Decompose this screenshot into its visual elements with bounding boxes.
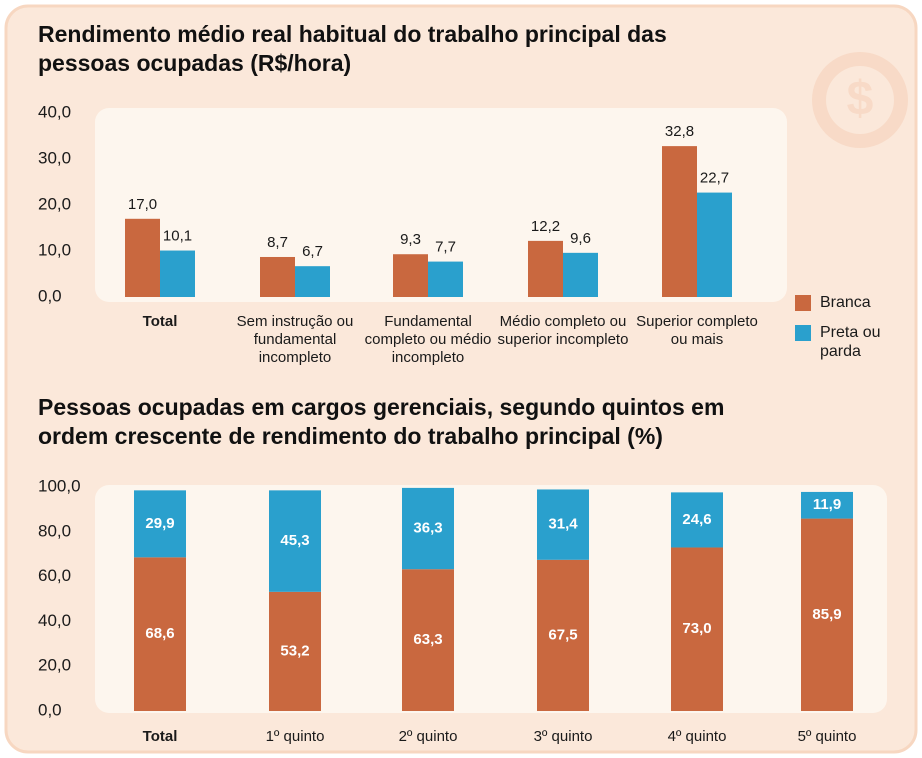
svg-text:$: $ bbox=[847, 73, 874, 126]
data-label: 32,8 bbox=[665, 123, 694, 140]
x-tick-label: 5º quinto bbox=[797, 728, 857, 745]
bar bbox=[295, 266, 330, 297]
data-label: 10,1 bbox=[163, 228, 192, 245]
bar-segment bbox=[671, 547, 723, 711]
data-label: 67,5 bbox=[548, 626, 577, 643]
bar bbox=[160, 250, 195, 297]
bar-segment bbox=[801, 491, 853, 519]
plot-area bbox=[95, 485, 887, 713]
data-label: 63,3 bbox=[413, 631, 442, 648]
data-label: 36,3 bbox=[413, 520, 442, 537]
bar bbox=[697, 192, 732, 297]
bar-segment bbox=[269, 490, 321, 592]
y-tick-label: 20,0 bbox=[38, 194, 71, 213]
bar bbox=[260, 256, 295, 297]
coin-icon: $ bbox=[812, 52, 908, 148]
x-tick-label: 1º quinto bbox=[265, 728, 325, 745]
data-label: 22,7 bbox=[700, 170, 729, 187]
x-tick-label: Superior completo ou mais bbox=[636, 313, 758, 348]
data-label: 31,4 bbox=[548, 516, 578, 533]
y-tick-label: 80,0 bbox=[38, 521, 71, 540]
x-tick-label: Total bbox=[142, 728, 178, 745]
data-label: 17,0 bbox=[128, 196, 157, 213]
x-tick-label: Total bbox=[142, 313, 178, 330]
data-label: 73,0 bbox=[682, 620, 711, 637]
bar-segment bbox=[537, 559, 589, 711]
plot-area bbox=[95, 108, 787, 302]
y-tick-label: 30,0 bbox=[38, 148, 71, 167]
y-tick-label: 0,0 bbox=[38, 286, 62, 305]
data-label: 29,9 bbox=[145, 515, 174, 532]
y-tick-label: 0,0 bbox=[38, 700, 62, 719]
data-label: 7,7 bbox=[435, 239, 456, 256]
data-label: 9,3 bbox=[400, 231, 421, 248]
x-tick-label: 3º quinto bbox=[533, 728, 593, 745]
legend-label: Preta ou parda bbox=[820, 324, 881, 360]
bar-segment bbox=[269, 591, 321, 711]
y-tick-label: 100,0 bbox=[38, 476, 81, 495]
bar bbox=[428, 261, 463, 297]
x-tick-label: Fundamental completo ou médio incompleto bbox=[364, 313, 492, 366]
bar-segment bbox=[537, 489, 589, 560]
bar-segment bbox=[801, 518, 853, 711]
legend-label: Branca bbox=[820, 294, 871, 311]
data-label: 11,9 bbox=[813, 496, 841, 513]
x-tick-label: 2º quinto bbox=[398, 728, 458, 745]
bar-segment bbox=[134, 490, 186, 558]
y-tick-label: 40,0 bbox=[38, 102, 71, 121]
data-label: 6,7 bbox=[302, 243, 323, 260]
legend-swatch bbox=[795, 325, 811, 341]
x-tick-label: Sem instrução ou fundamental incompleto bbox=[236, 313, 354, 366]
data-label: 24,6 bbox=[682, 511, 711, 528]
data-label: 9,6 bbox=[570, 230, 591, 247]
y-tick-label: 10,0 bbox=[38, 240, 71, 259]
bar-segment bbox=[402, 487, 454, 570]
y-tick-label: 60,0 bbox=[38, 566, 71, 585]
chart-title: Pessoas ocupadas em cargos gerenciais, s… bbox=[38, 394, 725, 449]
bar bbox=[528, 240, 563, 297]
bar-segment bbox=[671, 492, 723, 548]
x-tick-label: Médio completo ou superior incompleto bbox=[497, 313, 629, 348]
y-tick-label: 20,0 bbox=[38, 656, 71, 675]
data-label: 8,7 bbox=[267, 234, 288, 251]
chart-title: Rendimento médio real habitual do trabal… bbox=[38, 21, 667, 76]
data-label: 85,9 bbox=[812, 606, 841, 623]
bar-segment bbox=[134, 557, 186, 711]
y-tick-label: 40,0 bbox=[38, 611, 71, 630]
data-label: 12,2 bbox=[531, 218, 560, 235]
data-label: 68,6 bbox=[145, 625, 174, 642]
data-label: 53,2 bbox=[280, 642, 309, 659]
bar bbox=[563, 252, 598, 297]
bar-segment bbox=[402, 569, 454, 711]
x-tick-label: 4º quinto bbox=[667, 728, 727, 745]
bar bbox=[662, 146, 697, 297]
legend-swatch bbox=[795, 295, 811, 311]
data-label: 45,3 bbox=[280, 532, 309, 549]
bar bbox=[393, 254, 428, 297]
bar bbox=[125, 218, 160, 297]
